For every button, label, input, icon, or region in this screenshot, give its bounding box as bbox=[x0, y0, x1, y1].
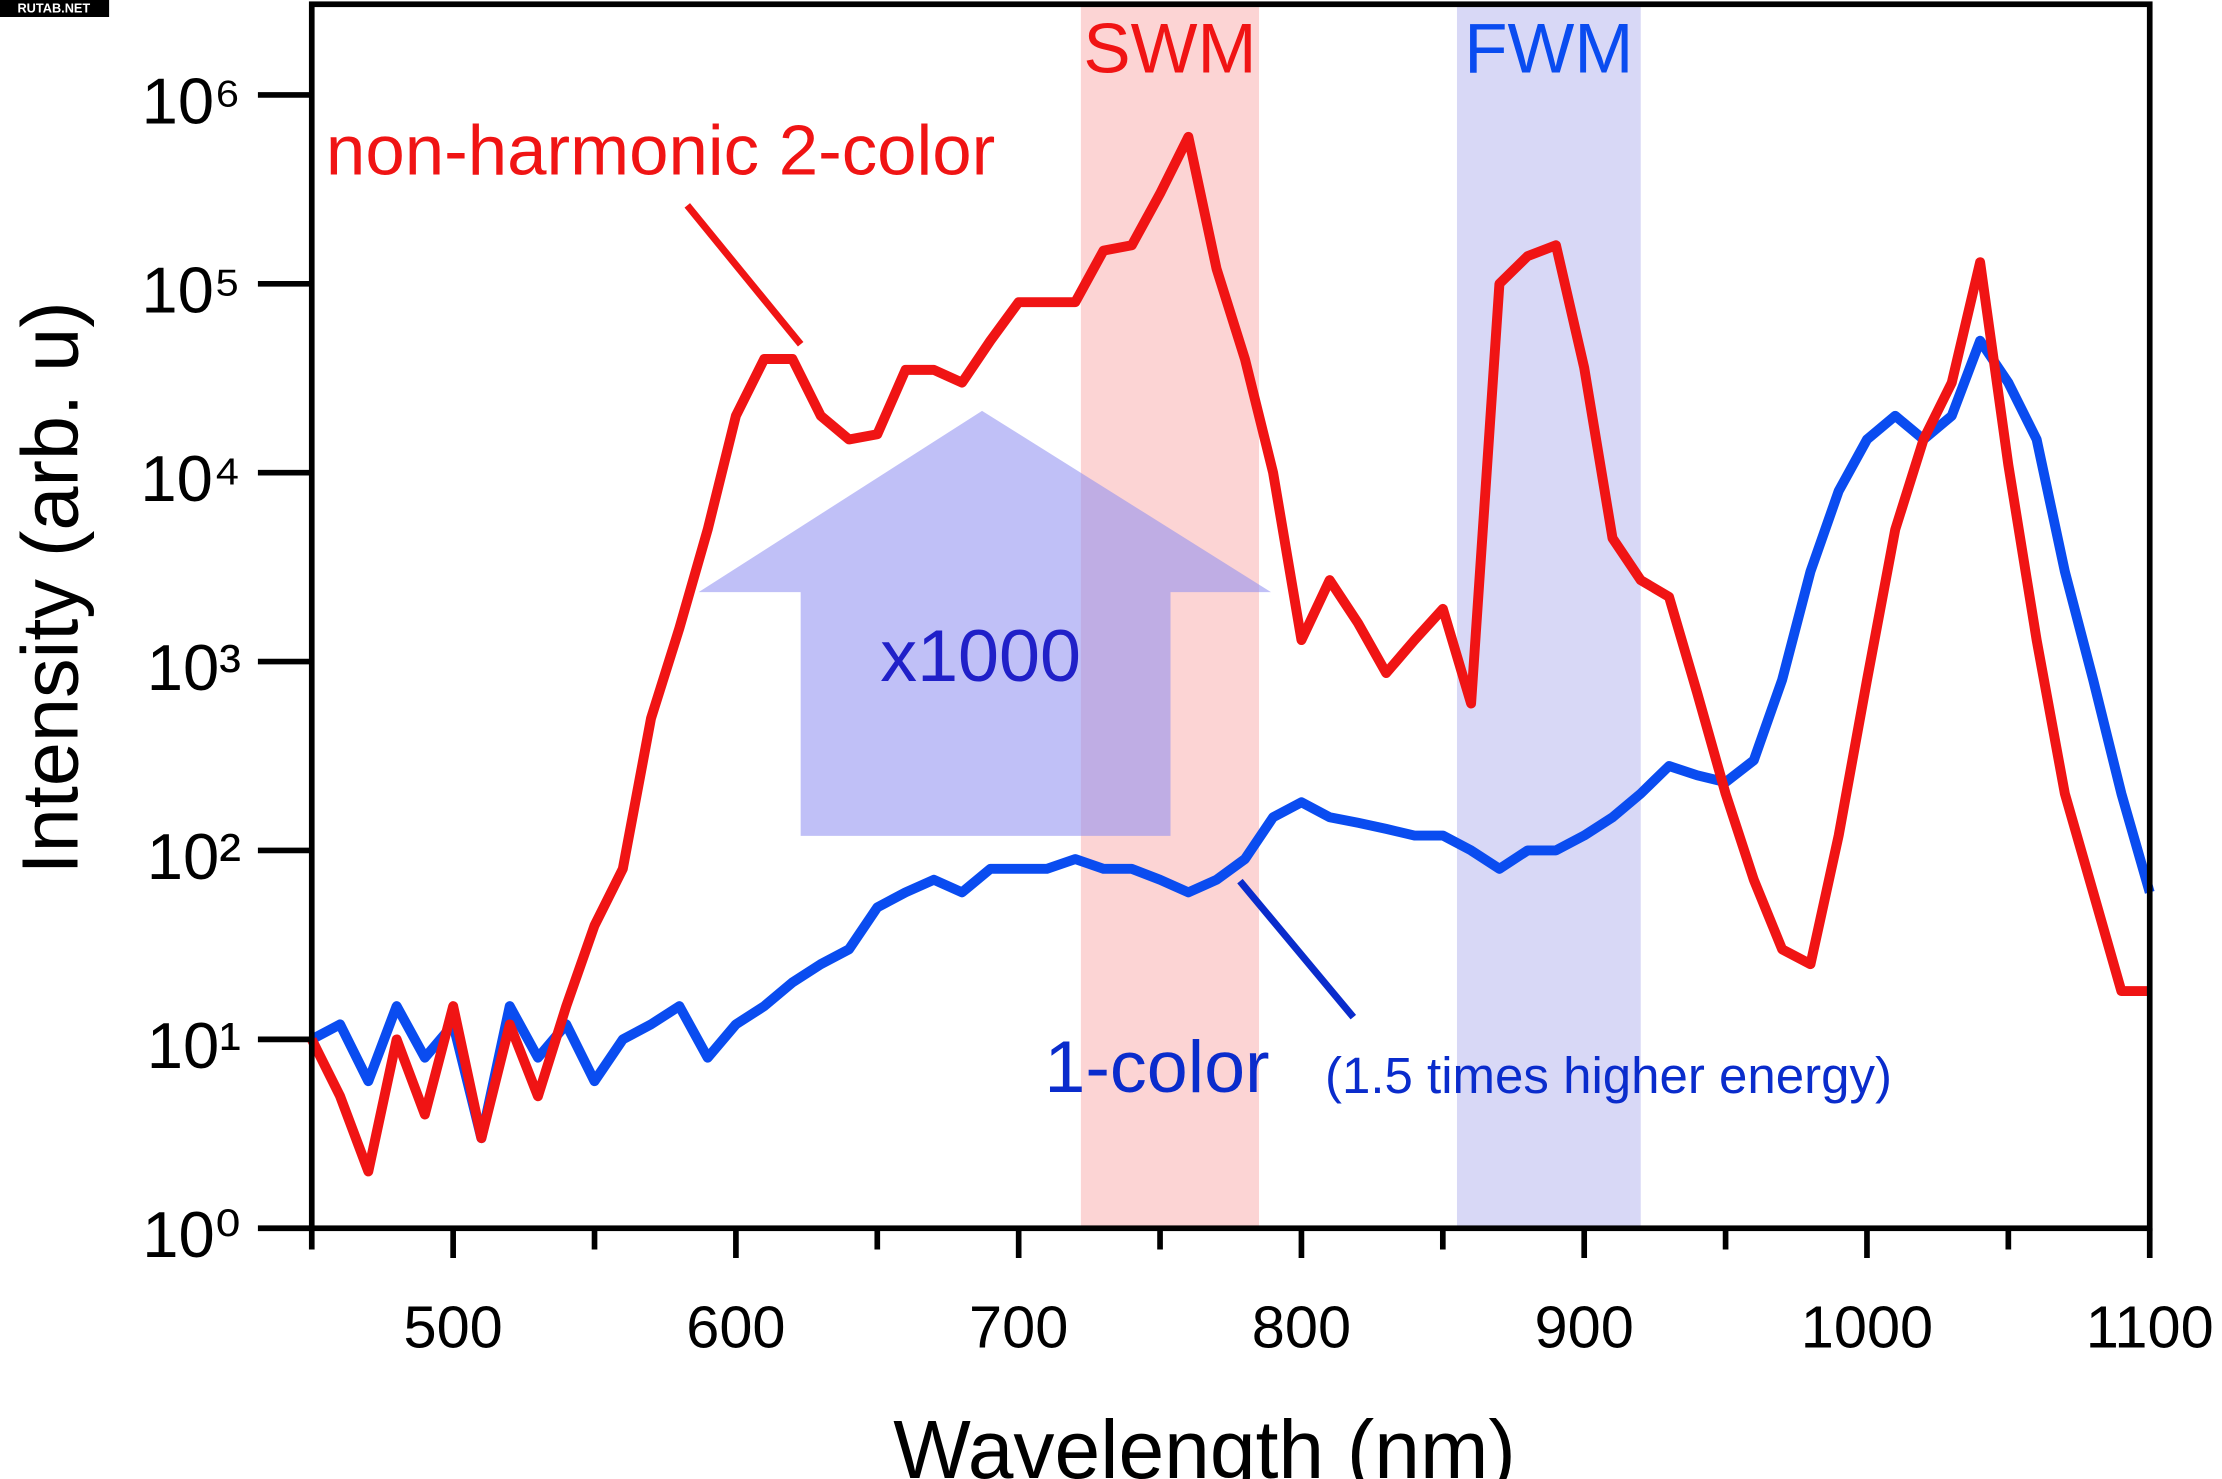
x-axis-label: Wavelength (nm) bbox=[893, 1405, 1516, 1479]
arrow bbox=[698, 410, 1272, 836]
pointer bbox=[1237, 878, 1357, 1020]
y-tick-label: 10⁵ bbox=[141, 253, 240, 326]
y-tick-label: 10⁶ bbox=[142, 64, 241, 137]
watermark-bg bbox=[0, 0, 110, 17]
annotation: x1000 bbox=[880, 614, 1081, 697]
series-label: 1-color bbox=[1044, 1025, 1269, 1108]
band bbox=[1456, 7, 1641, 1229]
series-line bbox=[307, 131, 2150, 1177]
y-tick-label: 10¹ bbox=[147, 1009, 241, 1082]
band-label: FWM bbox=[1464, 10, 1633, 89]
x-tick-label: 600 bbox=[686, 1293, 785, 1360]
x-tick-label: 700 bbox=[969, 1293, 1068, 1360]
x-tick-label: 1100 bbox=[2086, 1293, 2214, 1360]
y-axis-label: Intensity (arb. u) bbox=[6, 301, 95, 874]
series-line bbox=[309, 335, 2155, 1144]
pointer bbox=[684, 203, 804, 347]
lines bbox=[307, 131, 2155, 1177]
plot-frame bbox=[308, 1, 2153, 1232]
y-tick-label: 10² bbox=[147, 820, 241, 893]
x-tick-label: 1000 bbox=[1801, 1293, 1933, 1360]
series-label: non-harmonic 2-color bbox=[326, 112, 995, 191]
y-tick-label: 10⁴ bbox=[140, 442, 240, 515]
x-tick-label: 900 bbox=[1535, 1293, 1634, 1360]
y-tick-label: 10³ bbox=[147, 631, 241, 704]
x-tick-label: 800 bbox=[1252, 1293, 1351, 1360]
band-label: SWM bbox=[1083, 10, 1256, 89]
watermark: RUTAB.NET bbox=[17, 1, 90, 16]
y-tick-label: 10⁰ bbox=[142, 1198, 241, 1271]
annotation: (1.5 times higher energy) bbox=[1325, 1047, 1892, 1104]
x-tick-label: 500 bbox=[403, 1293, 502, 1360]
